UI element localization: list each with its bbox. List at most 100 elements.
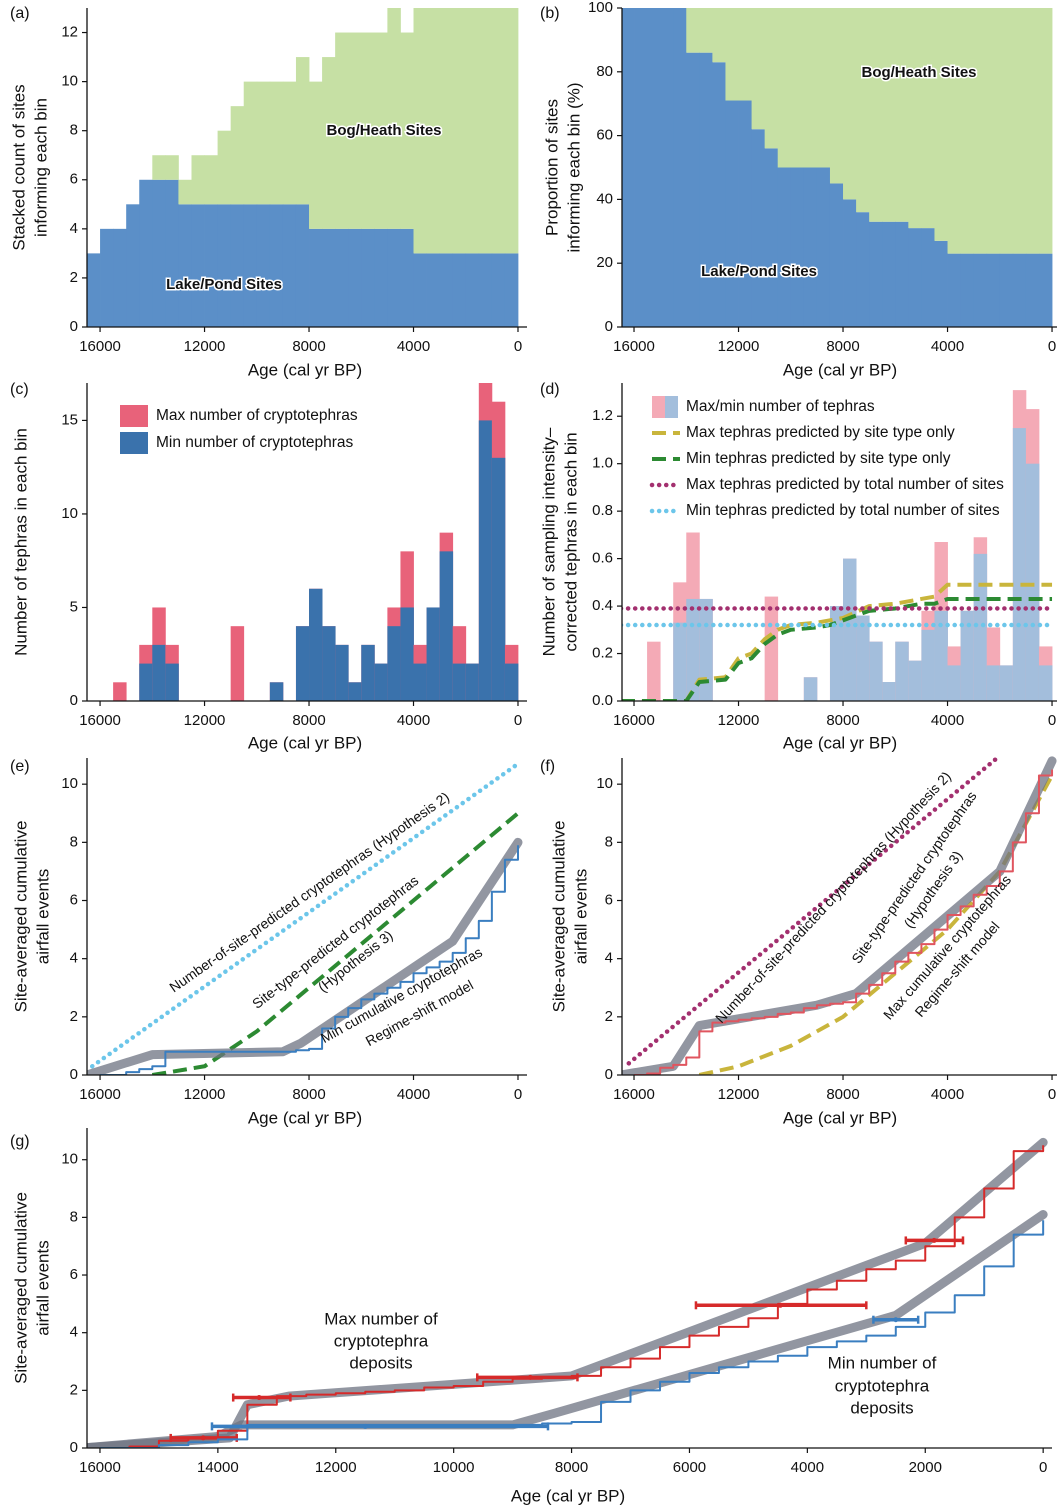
error-center (527, 1374, 533, 1380)
error-bar (872, 1315, 920, 1324)
x-tick-label: 12000 (184, 1086, 226, 1103)
y-tick-label: 10 (61, 775, 78, 792)
plot-area (622, 8, 1053, 327)
data-line (151, 811, 520, 1075)
y-tick-label: 2 (70, 1381, 78, 1398)
x-tick-label: 4000 (931, 1086, 964, 1103)
bar (256, 81, 271, 205)
bar (282, 81, 297, 205)
y-tick-label: 8 (70, 1208, 78, 1225)
legend-label: Max tephras predicted by total number of… (686, 476, 1004, 493)
panel: Lake/Pond Sites Bog/Heath Sites 0 20 40 60 80 1… (540, 0, 1057, 379)
x-tick-label: 16000 (613, 1086, 655, 1103)
bar (204, 155, 219, 205)
y-tick-label: 0.4 (592, 597, 613, 614)
bar (999, 665, 1014, 701)
bar (152, 155, 166, 180)
bar (322, 626, 336, 701)
y-axis-label: Number of tephras in each bin (11, 428, 30, 656)
series-label: Bog/Heath Sites (326, 122, 441, 139)
bar (660, 8, 674, 327)
bar (139, 663, 153, 701)
bar (1038, 665, 1053, 701)
bar (295, 204, 310, 327)
annotation: cryptotephra (334, 1331, 429, 1350)
x-tick-label: 0 (1048, 1086, 1056, 1103)
bar (856, 212, 870, 327)
error-center (931, 1237, 937, 1243)
x-axis-label: Age (cal yr BP) (248, 1108, 362, 1127)
bar (986, 8, 1001, 254)
bar (803, 677, 818, 701)
y-axis-label: informing each bin (31, 98, 50, 237)
bar (869, 8, 883, 222)
legend-label: Min number of cryptotephras (156, 434, 354, 451)
legend-label: Max/min number of tephras (686, 398, 875, 415)
y-tick-label: 8 (70, 122, 78, 139)
annotation: Min number of (828, 1353, 937, 1372)
panel: Number-of-site-predicted cryptotephras (… (540, 755, 1057, 1127)
plot-area (113, 383, 519, 701)
bar (439, 551, 454, 701)
bar (843, 558, 857, 701)
x-tick-label: 0 (514, 338, 522, 355)
bar (191, 204, 205, 327)
bar (816, 167, 831, 327)
x-tick-label: 10000 (433, 1459, 475, 1476)
y-tick-label: 12 (61, 24, 78, 41)
bar (452, 663, 467, 701)
bar (882, 682, 896, 701)
annotation: Max number of (324, 1309, 438, 1328)
y-tick-label: 80 (596, 63, 613, 80)
bar (921, 228, 935, 327)
x-tick-label: 8000 (555, 1459, 588, 1476)
bar (764, 596, 779, 701)
error-bar (210, 1422, 550, 1431)
panel-label: (a) (10, 5, 30, 22)
x-tick-label: 4000 (791, 1459, 824, 1476)
y-tick-label: 0.6 (592, 550, 613, 567)
bar (1038, 253, 1053, 327)
error-bar (169, 1433, 238, 1442)
x-axis-label: Age (cal yr BP) (783, 360, 897, 379)
bar (217, 130, 232, 205)
bar (426, 607, 441, 701)
bar (374, 32, 388, 229)
bar (100, 228, 114, 327)
plot-area (622, 390, 1055, 701)
y-axis-label: Proportion of sites (542, 99, 561, 236)
x-tick-label: 4000 (397, 712, 430, 729)
bar (934, 240, 948, 327)
legend-label: Max number of cryptotephras (156, 407, 358, 424)
legend-label: Min tephras predicted by total number of… (686, 502, 1000, 519)
bar (908, 228, 922, 327)
y-tick-label: 4 (605, 950, 613, 967)
legend-label: Min tephras predicted by site type only (686, 450, 951, 467)
bar (882, 221, 896, 327)
bar (400, 228, 414, 327)
bar (478, 420, 493, 701)
bar (504, 253, 519, 327)
y-tick-label: 1.2 (592, 407, 613, 424)
panel-label: (b) (540, 5, 560, 22)
bar (1012, 253, 1027, 327)
x-tick-label: 2000 (909, 1459, 942, 1476)
bar (452, 8, 467, 254)
bar (921, 8, 935, 229)
bar (439, 8, 454, 254)
bar (413, 663, 427, 701)
y-axis-label: corrected tephras in each bin (561, 432, 580, 651)
y-tick-label: 2 (70, 1008, 78, 1025)
bar (973, 8, 988, 254)
bar (973, 553, 988, 701)
y-tick-label: 10 (61, 1151, 78, 1168)
bar (803, 8, 818, 168)
error-bar (904, 1236, 965, 1245)
bar (712, 62, 726, 327)
bar (243, 204, 258, 327)
bar (139, 179, 153, 327)
bar (87, 253, 101, 327)
bar (165, 179, 179, 327)
bar (309, 588, 323, 701)
